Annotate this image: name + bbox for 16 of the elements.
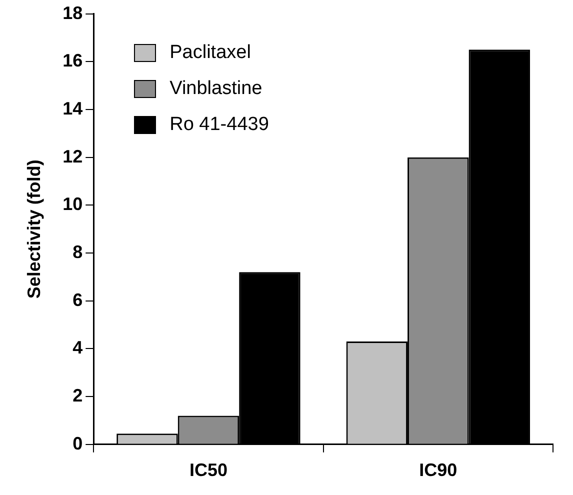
y-tick-label: 10 — [62, 194, 83, 214]
y-tick-label: 0 — [72, 433, 83, 454]
y-tick-label: 6 — [72, 290, 83, 310]
y-tick-label: 4 — [72, 338, 83, 358]
y-tick-label: 2 — [72, 386, 83, 406]
y-axis-title: Selectivity (fold) — [24, 160, 44, 299]
x-tick-label: IC90 — [419, 460, 458, 480]
y-tick-label: 12 — [62, 146, 83, 166]
x-tick-label: IC50 — [189, 460, 228, 480]
legend-label: Vinblastine — [170, 78, 262, 100]
y-tick-label: 16 — [62, 50, 83, 71]
legend-label: Paclitaxel — [170, 42, 251, 64]
legend-label: Ro 41-4439 — [170, 114, 269, 136]
y-tick-label: 14 — [62, 98, 83, 118]
y-tick-label: 18 — [62, 2, 83, 23]
y-tick-label: 8 — [72, 242, 83, 262]
